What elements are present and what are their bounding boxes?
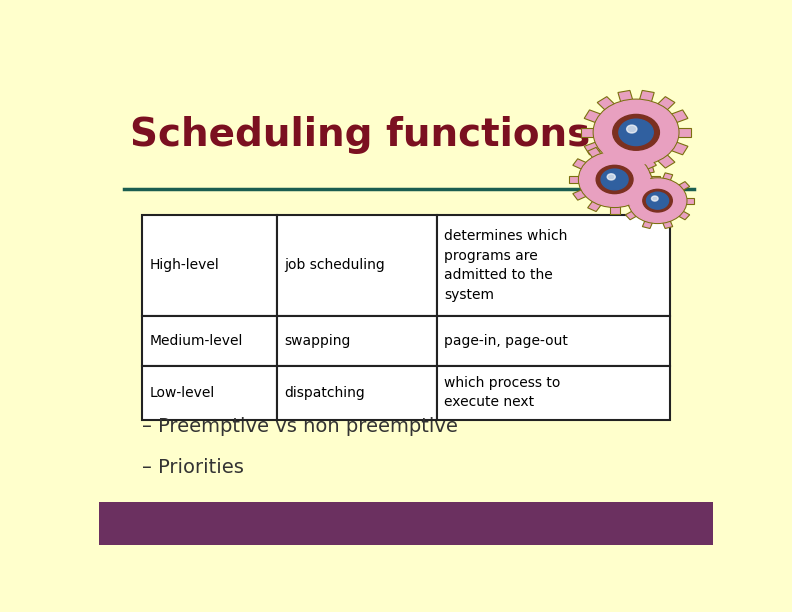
Polygon shape	[678, 211, 690, 220]
Polygon shape	[639, 162, 654, 174]
Text: swapping: swapping	[284, 334, 351, 348]
Circle shape	[630, 179, 686, 222]
Text: Scheduling functions: Scheduling functions	[130, 116, 590, 154]
Polygon shape	[649, 176, 660, 183]
Text: – Priorities: – Priorities	[142, 458, 244, 477]
Bar	[142, 316, 277, 365]
Polygon shape	[621, 198, 630, 204]
Polygon shape	[610, 206, 619, 214]
Bar	[99, 502, 713, 545]
Polygon shape	[657, 154, 675, 168]
Bar	[436, 316, 670, 365]
Polygon shape	[642, 189, 657, 200]
Circle shape	[643, 189, 672, 212]
Circle shape	[626, 125, 637, 133]
Polygon shape	[627, 147, 642, 159]
Bar	[277, 365, 436, 420]
Text: – Preemptive vs non preemptive: – Preemptive vs non preemptive	[142, 417, 458, 436]
Polygon shape	[573, 159, 588, 170]
Bar	[436, 215, 670, 316]
Bar	[142, 365, 277, 420]
Text: Medium-level: Medium-level	[150, 334, 242, 348]
Polygon shape	[662, 220, 672, 228]
Polygon shape	[662, 173, 672, 181]
Circle shape	[619, 119, 653, 146]
Polygon shape	[642, 173, 653, 181]
Polygon shape	[581, 128, 595, 137]
Polygon shape	[626, 211, 638, 220]
Polygon shape	[588, 147, 602, 159]
Polygon shape	[671, 110, 688, 123]
Polygon shape	[639, 91, 654, 103]
Polygon shape	[642, 159, 657, 170]
Circle shape	[596, 165, 633, 193]
Circle shape	[613, 114, 660, 151]
Circle shape	[646, 192, 668, 209]
Text: job scheduling: job scheduling	[284, 258, 385, 272]
Polygon shape	[678, 182, 690, 191]
Polygon shape	[618, 162, 633, 174]
Bar	[277, 316, 436, 365]
Polygon shape	[569, 176, 581, 183]
Polygon shape	[677, 128, 691, 137]
Polygon shape	[627, 201, 642, 212]
Circle shape	[601, 169, 628, 190]
Text: Low-level: Low-level	[150, 386, 215, 400]
Polygon shape	[671, 142, 688, 155]
Text: dispatching: dispatching	[284, 386, 365, 400]
Text: page-in, page-out: page-in, page-out	[444, 334, 568, 348]
Bar	[436, 365, 670, 420]
Polygon shape	[685, 198, 695, 204]
Polygon shape	[588, 201, 602, 212]
Circle shape	[594, 100, 678, 165]
Text: determines which
programs are
admitted to the
system: determines which programs are admitted t…	[444, 230, 567, 302]
Bar	[277, 215, 436, 316]
Polygon shape	[584, 110, 602, 123]
Polygon shape	[610, 144, 619, 153]
Polygon shape	[597, 97, 615, 111]
Circle shape	[652, 196, 658, 201]
Polygon shape	[584, 142, 602, 155]
Polygon shape	[618, 91, 633, 103]
Polygon shape	[642, 220, 653, 228]
Polygon shape	[657, 97, 675, 111]
Text: which process to
execute next: which process to execute next	[444, 376, 560, 409]
Polygon shape	[573, 189, 588, 200]
Circle shape	[580, 152, 649, 206]
Polygon shape	[626, 182, 638, 191]
Circle shape	[607, 174, 615, 180]
Polygon shape	[597, 154, 615, 168]
Bar	[142, 215, 277, 316]
Text: High-level: High-level	[150, 258, 219, 272]
